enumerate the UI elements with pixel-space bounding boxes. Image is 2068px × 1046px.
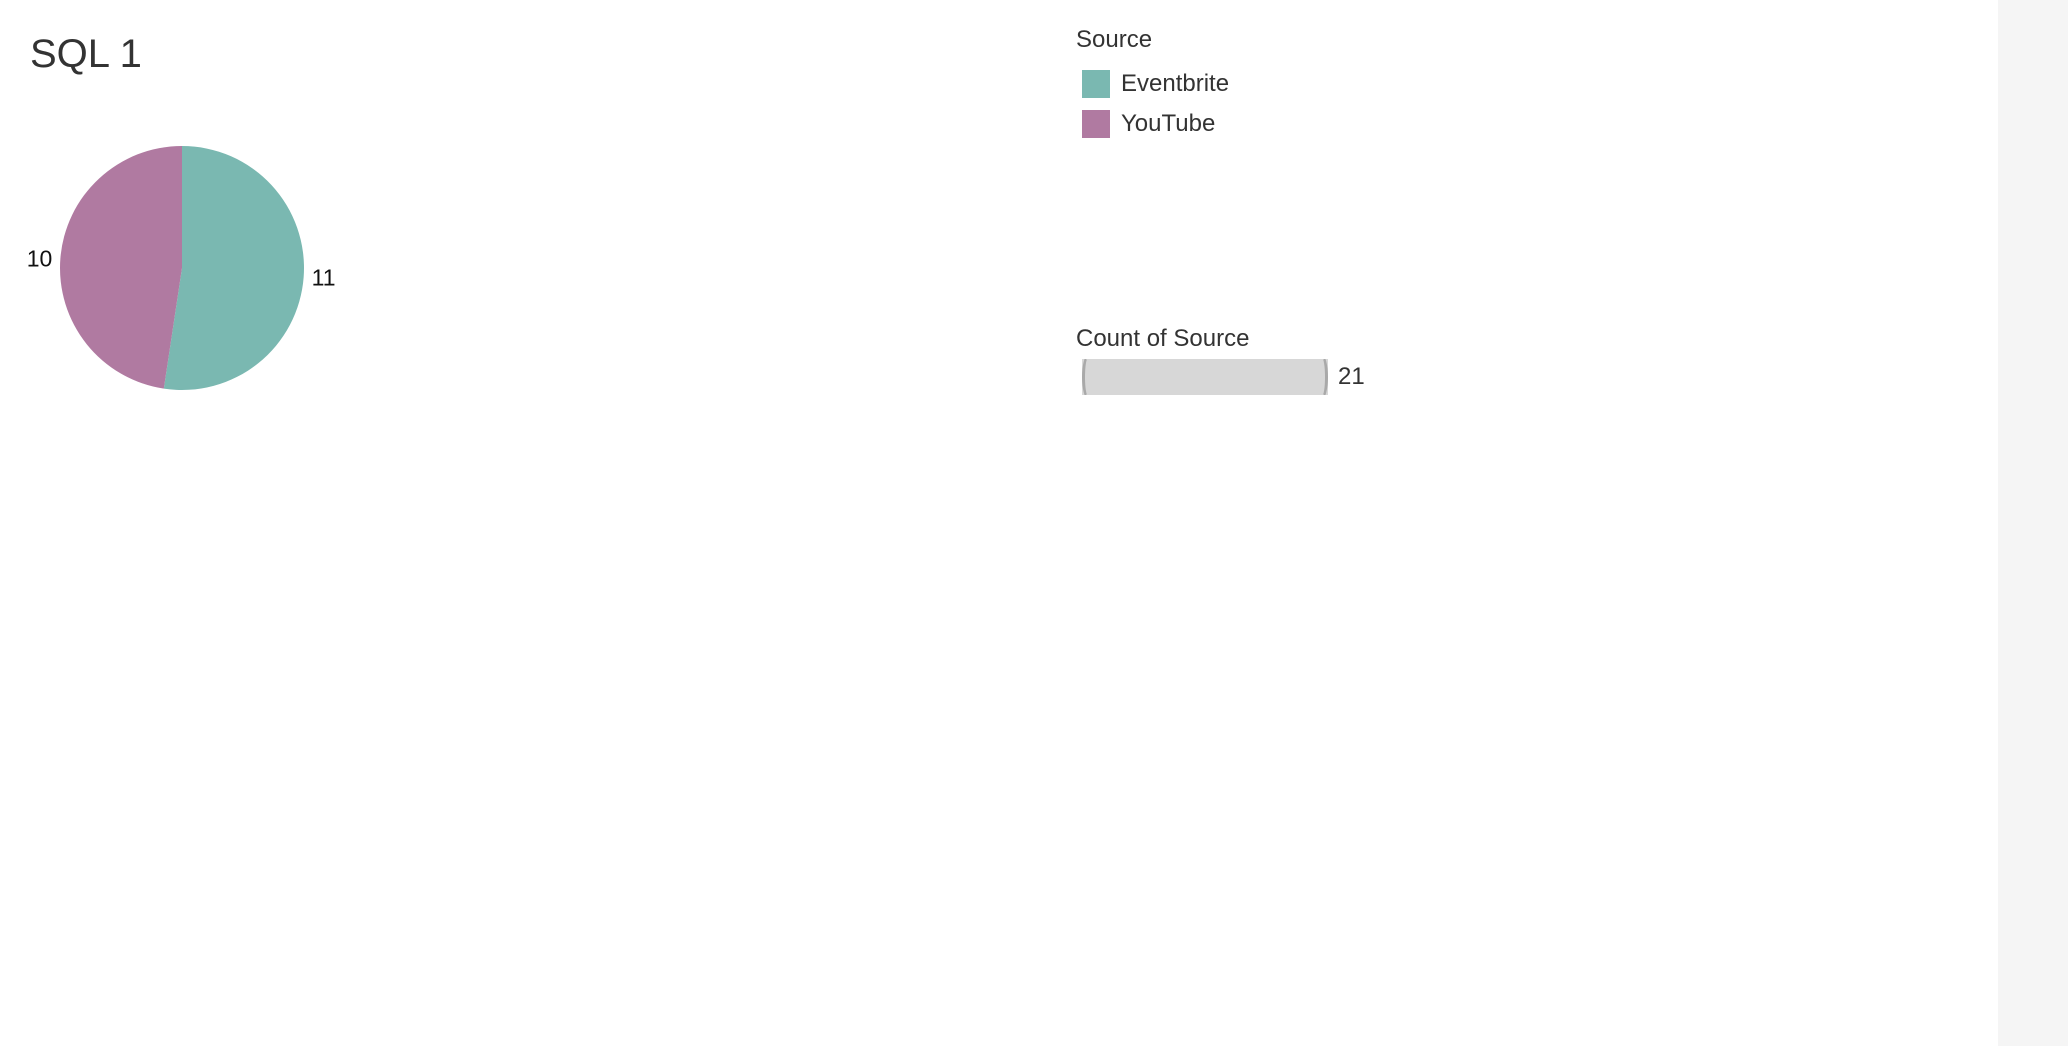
legend-item-eventbrite[interactable]: Eventbrite bbox=[1076, 64, 1229, 104]
legend-title: Source bbox=[1076, 26, 1153, 53]
size-legend-value: 21 bbox=[1338, 363, 1365, 390]
size-legend-row: 21 bbox=[1076, 359, 1365, 395]
size-legend-title: Count of Source bbox=[1076, 325, 1250, 352]
pie-label-eventbrite: 11 bbox=[312, 265, 336, 291]
size-bar-left-cap bbox=[1082, 359, 1094, 395]
legend-swatch-eventbrite bbox=[1082, 70, 1110, 98]
pie-slice-eventbrite[interactable] bbox=[163, 146, 305, 391]
legend-label-eventbrite: Eventbrite bbox=[1121, 70, 1230, 97]
right-gutter bbox=[1998, 0, 2068, 1046]
size-bar-right-cap bbox=[1316, 359, 1328, 395]
size-legend-bar bbox=[1082, 359, 1328, 395]
color-legend: Source Eventbrite YouTube bbox=[1076, 26, 1229, 144]
sheet-title: SQL 1 bbox=[30, 32, 142, 76]
pie-slice-youtube[interactable] bbox=[60, 146, 183, 389]
pie-label-youtube: 10 bbox=[27, 245, 53, 271]
size-legend: Count of Source 21 bbox=[1076, 325, 1365, 395]
legend-swatch-youtube bbox=[1082, 110, 1110, 138]
legend-label-youtube: YouTube bbox=[1121, 110, 1216, 137]
pie-chart: 11 10 bbox=[27, 146, 336, 391]
legend-item-youtube[interactable]: YouTube bbox=[1076, 104, 1229, 144]
